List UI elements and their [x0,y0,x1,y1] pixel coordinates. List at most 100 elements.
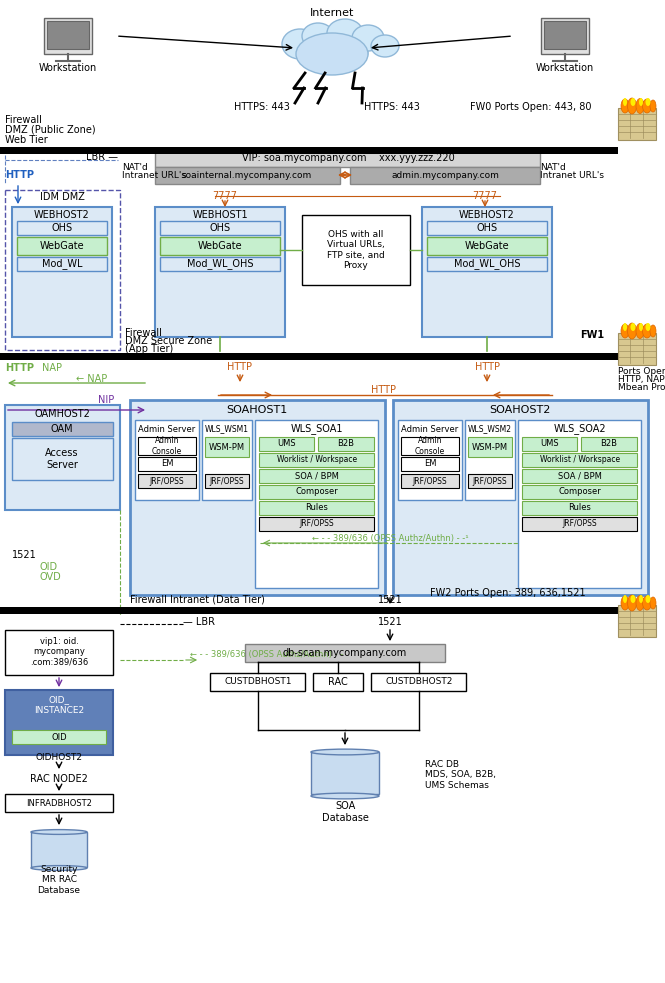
FancyBboxPatch shape [401,474,459,488]
FancyBboxPatch shape [618,333,656,365]
Text: WSM-PM: WSM-PM [472,442,508,451]
FancyBboxPatch shape [371,673,466,691]
FancyBboxPatch shape [135,420,199,500]
Text: Security
MR RAC
Database: Security MR RAC Database [37,865,80,895]
Text: B2B: B2B [600,439,618,448]
Text: Admin
Console: Admin Console [415,436,445,456]
Ellipse shape [639,323,643,331]
Text: WEBHOST2: WEBHOST2 [34,210,90,220]
Ellipse shape [327,19,363,47]
Text: Admin Server: Admin Server [402,425,459,434]
Ellipse shape [296,33,368,75]
Text: OHS: OHS [209,223,231,233]
Text: Web Tier: Web Tier [5,135,48,145]
Text: Firewall: Firewall [125,328,162,338]
Text: JRF/OPSS: JRF/OPSS [150,477,184,486]
FancyBboxPatch shape [130,400,385,595]
FancyBboxPatch shape [210,673,305,691]
Text: OID_
INSTANCE2: OID_ INSTANCE2 [34,695,84,715]
Text: OHS with all
Virtual URLs,
FTP site, and
Proxy: OHS with all Virtual URLs, FTP site, and… [327,230,385,270]
Text: Composer: Composer [559,488,601,496]
Ellipse shape [621,99,629,113]
Text: NAT'd: NAT'd [540,162,566,171]
Text: SOA
Database: SOA Database [322,801,368,823]
FancyBboxPatch shape [581,437,637,451]
Ellipse shape [636,596,644,610]
FancyBboxPatch shape [259,453,374,467]
Text: Admin
Console: Admin Console [152,436,182,456]
Text: Rules: Rules [305,503,329,512]
Text: FW1: FW1 [580,330,604,340]
Ellipse shape [628,595,636,611]
Text: RAC NODE2: RAC NODE2 [30,774,88,784]
FancyBboxPatch shape [259,501,374,515]
Text: FW0 Ports Open: 443, 80: FW0 Ports Open: 443, 80 [470,102,591,112]
FancyBboxPatch shape [160,221,280,235]
FancyBboxPatch shape [468,437,512,457]
Ellipse shape [642,324,652,338]
Text: WebGate: WebGate [198,241,242,251]
FancyBboxPatch shape [401,457,459,471]
Text: UMS: UMS [278,439,297,448]
FancyBboxPatch shape [544,21,586,49]
FancyBboxPatch shape [5,190,120,350]
Text: NAP: NAP [42,363,62,373]
FancyBboxPatch shape [138,474,196,488]
Text: SOA / BPM: SOA / BPM [558,472,602,481]
Text: OIDHOST2: OIDHOST2 [35,753,82,762]
FancyBboxPatch shape [0,353,618,360]
Ellipse shape [623,98,627,106]
FancyBboxPatch shape [302,215,410,285]
FancyBboxPatch shape [522,469,637,483]
FancyBboxPatch shape [5,630,113,675]
Text: HTTP, NAP, opmn,: HTTP, NAP, opmn, [618,376,665,384]
Ellipse shape [646,98,650,106]
FancyBboxPatch shape [5,794,113,812]
Ellipse shape [650,100,656,112]
Text: DMZ (Public Zone): DMZ (Public Zone) [5,125,96,135]
FancyBboxPatch shape [541,18,589,54]
Ellipse shape [621,324,629,338]
Text: RAC: RAC [328,677,348,687]
FancyBboxPatch shape [12,438,113,480]
Text: HTTP: HTTP [5,170,34,180]
FancyBboxPatch shape [17,237,107,255]
Text: WLS_SOA1: WLS_SOA1 [291,424,343,434]
Ellipse shape [636,98,644,113]
Text: WLS_SOA2: WLS_SOA2 [554,424,606,434]
FancyBboxPatch shape [468,474,512,488]
FancyBboxPatch shape [311,752,379,794]
Text: HTTP: HTTP [372,385,396,395]
Text: OVD: OVD [40,572,62,582]
FancyBboxPatch shape [17,257,107,271]
Ellipse shape [639,98,643,106]
FancyBboxPatch shape [155,207,285,337]
Text: DMZ Secure Zone: DMZ Secure Zone [125,336,212,346]
Text: JRF/OPSS: JRF/OPSS [563,519,597,529]
Ellipse shape [642,99,652,113]
FancyBboxPatch shape [259,485,374,499]
Text: SOAHOST2: SOAHOST2 [489,405,551,415]
Ellipse shape [642,596,652,610]
Text: WEBHOST1: WEBHOST1 [192,210,248,220]
Text: Worklist / Workspace: Worklist / Workspace [540,455,620,465]
FancyBboxPatch shape [318,437,374,451]
Text: 1521: 1521 [378,595,402,605]
FancyBboxPatch shape [205,437,249,457]
Text: db-scan.mycompany.com: db-scan.mycompany.com [283,648,407,658]
Text: ← - - 389/636 (OPSS Authz/Authn) - -: ← - - 389/636 (OPSS Authz/Authn) - - [190,650,343,659]
Ellipse shape [311,793,379,799]
Text: Ports Open:: Ports Open: [618,368,665,376]
Ellipse shape [628,98,636,114]
Text: ← - - 389/636 (OPSS Authz/Authn) - -¹: ← - - 389/636 (OPSS Authz/Authn) - -¹ [312,534,468,543]
Text: WLS_WSM1: WLS_WSM1 [205,425,249,434]
FancyBboxPatch shape [522,517,637,531]
FancyBboxPatch shape [618,108,656,140]
Text: UMS: UMS [541,439,559,448]
Ellipse shape [31,866,87,870]
FancyBboxPatch shape [47,21,89,49]
FancyBboxPatch shape [398,420,462,500]
FancyBboxPatch shape [155,167,340,184]
Text: Workstation: Workstation [39,63,97,73]
Text: HTTP: HTTP [5,363,34,373]
